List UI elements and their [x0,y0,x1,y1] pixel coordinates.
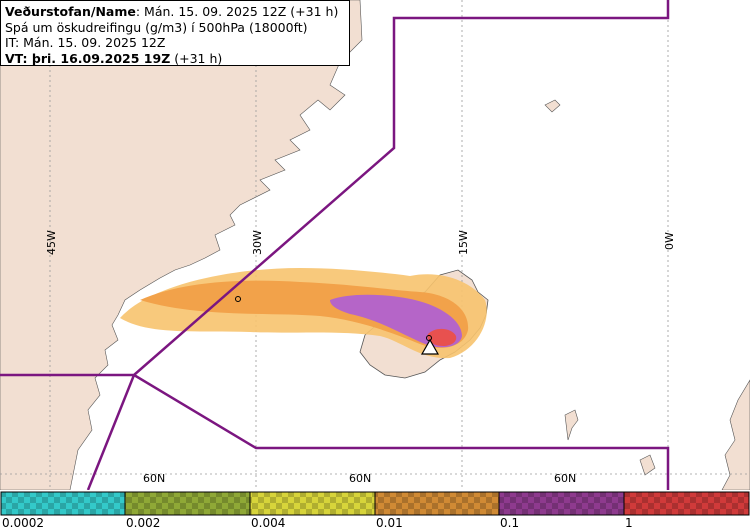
forecast-info-box: Veðurstofan/Name: Mán. 15. 09. 2025 12Z … [0,0,350,66]
info-line-valid-time: VT: þri. 16.09.2025 19Z (+31 h) [5,51,345,67]
legend-swatch-4 [499,492,624,515]
meridian-label-15w: 15W [457,230,470,255]
legend-label-2: 0.004 [251,516,285,530]
legend-swatch-3 [375,492,499,515]
meridian-label-45w: 45W [45,230,58,255]
legend-label-4: 0.1 [500,516,519,530]
info-line-org: Veðurstofan/Name: Mán. 15. 09. 2025 12Z … [5,4,345,20]
legend-label-3: 0.01 [376,516,403,530]
legend-label-1: 0.002 [126,516,160,530]
legend-color-bar [0,491,750,516]
legend-swatch-5 [624,492,749,515]
legend-label-5: 1 [625,516,633,530]
parallel-label-1: 60N [143,472,165,485]
meridian-label-30w: 30W [251,230,264,255]
legend-swatch-0 [1,492,125,515]
legend-labels: 0.0002 0.002 0.004 0.01 0.1 1 [0,515,750,532]
parallel-label-2: 60N [349,472,371,485]
info-line-issue-time: IT: Mán. 15. 09. 2025 12Z [5,35,345,51]
org-value: : Mán. 15. 09. 2025 12Z (+31 h) [136,4,338,19]
valid-time-bold: VT: þri. 16.09.2025 19Z [5,51,170,66]
legend-swatch-1 [125,492,250,515]
map-canvas: 45W 30W 15W 0W 60N 60N 60N [0,0,750,490]
parallel-label-3: 60N [554,472,576,485]
meridian-label-0w: 0W [663,232,676,250]
org-name: Veðurstofan/Name [5,4,136,19]
legend-swatch-2 [250,492,375,515]
info-line-description: Spá um öskudreifingu (g/m3) í 500hPa (18… [5,20,345,36]
legend-label-0: 0.0002 [2,516,44,530]
valid-time-suffix: (+31 h) [170,51,222,66]
